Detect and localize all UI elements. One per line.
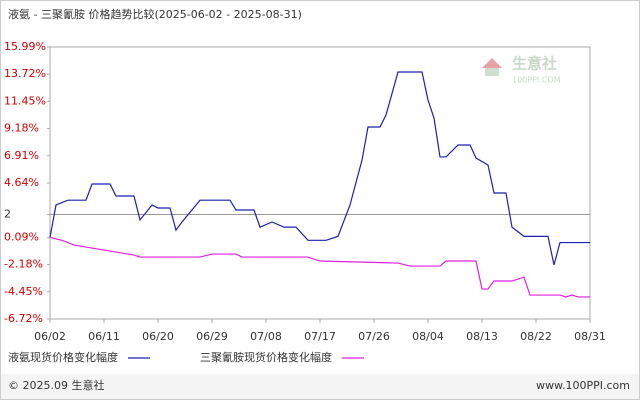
y-tick-label: -6.72% (4, 312, 43, 325)
x-tick-label: 06/02 (34, 330, 66, 343)
chart-title: 液氨 - 三聚氰胺 价格趋势比较(2025-06-02 - 2025-08-31… (8, 7, 302, 21)
x-tick-label: 08/13 (466, 330, 498, 343)
x-tick-label: 07/08 (250, 330, 282, 343)
series-line (49, 71, 590, 266)
y-tick-label: 9.18% (4, 122, 39, 135)
legend-label: 三聚氰胺现货价格变化幅度 (200, 350, 332, 364)
x-tick-label: 07/26 (358, 330, 390, 343)
x-tick-label: 06/11 (88, 330, 120, 343)
x-tick-label: 07/17 (304, 330, 336, 343)
y-tick-label: 6.91% (4, 149, 39, 162)
y-tick-label: 15.99% (4, 40, 46, 53)
y-tick-label: -2.18% (4, 258, 43, 271)
series-line (49, 236, 590, 298)
x-tick-label: 08/04 (412, 330, 444, 343)
y-tick-label: 13.72% (4, 67, 46, 80)
x-tick-label: 08/22 (520, 330, 552, 343)
x-tick-label: 08/31 (574, 330, 606, 343)
watermark-name: 生意社 (512, 55, 557, 73)
footer-band (1, 374, 639, 399)
x-tick-label: 06/20 (142, 330, 174, 343)
y-tick-label: -4.45% (4, 285, 43, 298)
legend-label: 液氨现货价格变化幅度 (8, 350, 118, 364)
y-tick-label: 0.09% (4, 230, 39, 243)
watermark-icon (482, 58, 502, 68)
y-tick-label: 11.45% (4, 94, 46, 107)
watermark-url: 100PPI.COM (512, 76, 561, 85)
y-tick-label: 4.64% (4, 176, 39, 189)
y-tick-label: 2 (4, 208, 11, 221)
x-tick-label: 06/29 (196, 330, 228, 343)
footer-left: © 2025.09 生意社 (8, 378, 104, 392)
watermark: 生意社 100PPI.COM (482, 55, 561, 85)
watermark-icon (485, 68, 499, 76)
footer-right: www.100PPI.com (536, 379, 630, 392)
